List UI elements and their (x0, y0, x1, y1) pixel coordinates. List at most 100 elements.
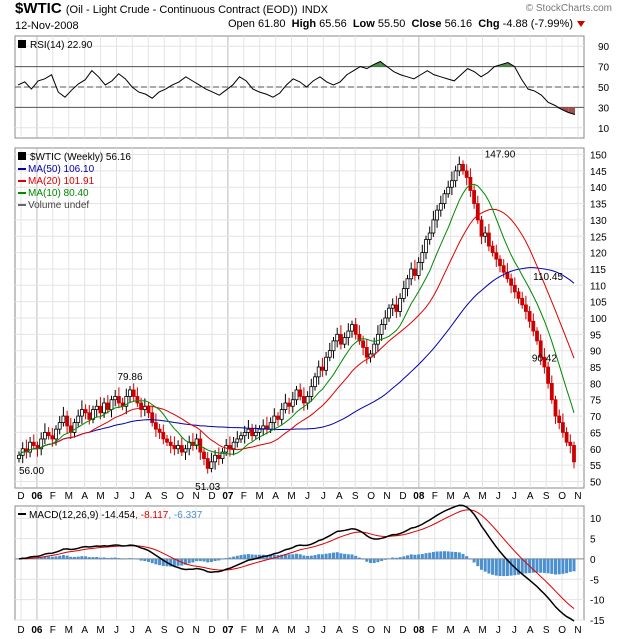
x-tick-label: F (50, 625, 56, 636)
macd-histogram-bar (354, 555, 358, 559)
price-candle (83, 409, 88, 414)
x-tick-label: S (352, 491, 359, 502)
price-candle (453, 170, 458, 182)
x-tick-label: 06 (31, 625, 43, 636)
price-candle (150, 412, 155, 424)
price-candle (472, 190, 477, 204)
legend-label: MA(10) 80.40 (28, 188, 89, 199)
macd-histogram-bar (254, 554, 258, 559)
x-tick-label: A (527, 491, 534, 502)
price-tick-label: 100 (590, 314, 607, 325)
x-tick-label: A (463, 491, 470, 502)
macd-histogram-bar (494, 558, 498, 576)
macd-histogram-bar (228, 557, 232, 559)
x-tick-label: O (558, 625, 566, 636)
price-candle (516, 291, 521, 299)
macd-hist-value: , (168, 510, 174, 521)
price-candle (50, 435, 55, 440)
macd-histogram-bar (498, 558, 502, 577)
x-tick-label: M (447, 491, 455, 502)
x-tick-label: F (241, 625, 247, 636)
macd-histogram-bar (191, 558, 195, 563)
price-candle (475, 203, 480, 221)
x-tick-label: F (432, 625, 438, 636)
macd-tick-label: -5 (590, 575, 599, 586)
macd-histogram-bar (539, 558, 543, 573)
macd-histogram-bar (413, 554, 417, 559)
price-candle (102, 402, 106, 414)
x-tick-label: A (336, 625, 343, 636)
price-candle (431, 219, 436, 234)
price-candle (205, 458, 210, 469)
macd-histogram-bar (117, 558, 121, 559)
price-candle (209, 461, 214, 469)
macd-histogram-bar (295, 553, 298, 559)
price-candle (479, 219, 484, 237)
macd-histogram-bar (128, 558, 132, 559)
x-tick-label: J (130, 625, 135, 636)
price-candle (535, 330, 539, 342)
macd-histogram-bar (139, 558, 143, 561)
macd-histogram-bar (361, 558, 365, 560)
macd-histogram-bar (298, 554, 302, 559)
price-candle (564, 432, 569, 443)
macd-histogram-bar (550, 558, 554, 574)
price-tick-label: 125 (590, 232, 607, 243)
price-candle (87, 412, 92, 420)
macd-histogram-bar (417, 554, 421, 559)
macd-histogram-bar (387, 558, 391, 559)
x-tick-label: 06 (31, 491, 43, 502)
price-candle (131, 389, 136, 397)
price-tick-label: 105 (590, 298, 607, 309)
macd-histogram-bar (287, 554, 291, 559)
price-candle (494, 252, 499, 260)
x-tick-label: M (96, 491, 104, 502)
x-tick-label: S (161, 491, 168, 502)
price-annotation: 56.00 (19, 466, 44, 477)
price-candle (250, 428, 255, 437)
macd-histogram-bar (47, 556, 51, 559)
chg-value: -4.88 (-7.99%) (502, 18, 573, 30)
macd-signal-line (18, 509, 575, 610)
x-tick-label: J (305, 491, 310, 502)
macd-histogram-bar (446, 551, 450, 559)
x-tick-label: 07 (222, 491, 234, 502)
x-tick-label: D (399, 491, 406, 502)
price-candle (257, 428, 262, 433)
macd-histogram-bar (557, 558, 561, 575)
macd-histogram-bar (187, 558, 191, 564)
rsi-tick-label: 50 (598, 83, 610, 94)
x-tick-label: M (256, 625, 264, 636)
macd-histogram-bar (372, 558, 376, 563)
price-candle (357, 333, 362, 342)
macd-histogram-bar (235, 555, 239, 559)
price-candle (80, 409, 84, 417)
price-candle (309, 386, 314, 397)
price-candle (57, 422, 62, 430)
macd-histogram-bar (502, 558, 506, 577)
macd-histogram-bar (209, 558, 213, 563)
macd-histogram-bar (113, 557, 117, 559)
macd-histogram-bar (246, 554, 250, 559)
price-candle (353, 324, 358, 335)
price-candle (361, 340, 366, 348)
price-candle (28, 441, 33, 453)
price-candle (239, 435, 243, 440)
macd-tick-label: 0 (590, 555, 596, 566)
macd-tick-label: 5 (590, 535, 596, 546)
macd-histogram-bar (87, 557, 91, 559)
x-tick-label: D (208, 625, 215, 636)
macd-histogram-bar (406, 555, 409, 559)
macd-histogram-bar (343, 553, 347, 559)
macd-histogram-bar (476, 558, 480, 567)
macd-histogram-bar (265, 555, 269, 559)
rsi-title: RSI(14) 22.90 (30, 40, 93, 51)
macd-histogram-bar (461, 553, 465, 559)
macd-histogram-bar (572, 558, 576, 572)
macd-histogram-bar (91, 557, 95, 559)
macd-value: -14.454 (101, 510, 135, 521)
macd-histogram-bar (554, 558, 557, 575)
macd-histogram-bar (283, 554, 287, 559)
price-candle (117, 396, 121, 404)
x-tick-label: 08 (413, 625, 425, 636)
